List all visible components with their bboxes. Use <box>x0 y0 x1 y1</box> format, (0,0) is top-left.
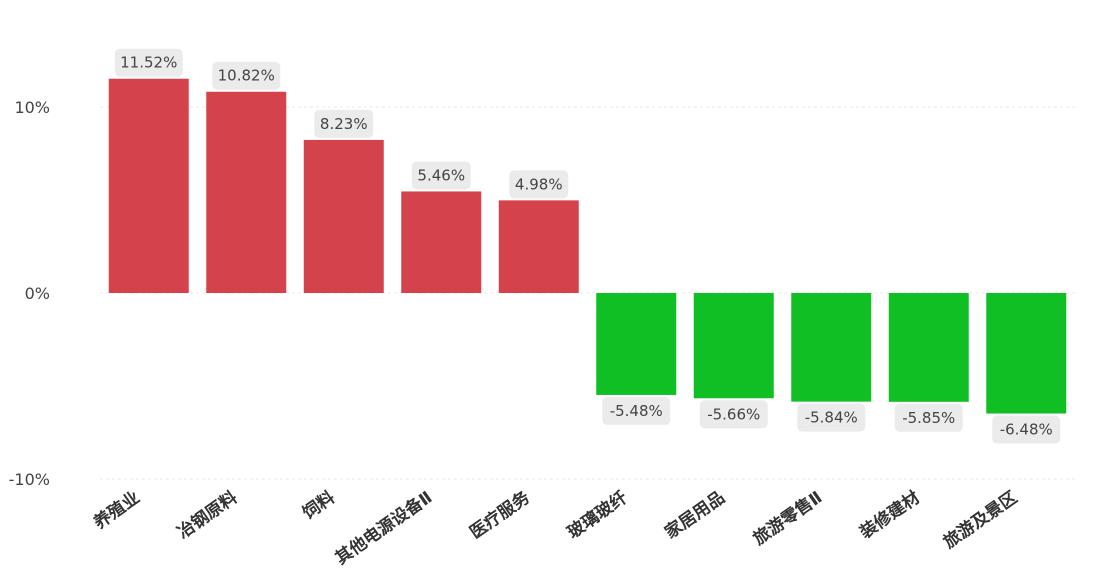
y-tick-label: 10% <box>14 98 50 117</box>
bars <box>108 78 1067 414</box>
data-label: -5.66% <box>707 405 760 423</box>
bar <box>693 293 774 399</box>
data-label: 11.52% <box>120 54 177 72</box>
data-label: -5.85% <box>902 409 955 427</box>
category-label: 饲料 <box>298 487 339 524</box>
category-label: 玻璃玻纤 <box>563 487 631 543</box>
data-label: 5.46% <box>417 166 465 184</box>
data-label: 4.98% <box>515 175 563 193</box>
data-label: -6.48% <box>1000 421 1053 439</box>
data-label-box <box>314 109 374 138</box>
bar <box>401 191 482 293</box>
data-label: -5.48% <box>610 402 663 420</box>
category-label: 装修建材 <box>855 487 924 544</box>
category-label: 旅游及景区 <box>939 487 1021 553</box>
data-label-box <box>212 61 281 90</box>
y-tick-label: -10% <box>9 470 50 489</box>
y-tick-label: 0% <box>25 284 50 303</box>
data-label-box <box>509 170 569 199</box>
data-label: -5.84% <box>805 409 858 427</box>
bar <box>108 78 189 293</box>
bar <box>791 293 872 402</box>
bar <box>303 139 384 293</box>
data-label-box <box>699 400 768 429</box>
data-label: 10.82% <box>218 67 275 85</box>
bar <box>206 91 287 293</box>
bar <box>986 293 1067 414</box>
data-label: 8.23% <box>320 115 368 133</box>
y-axis-ticks: 10% 0% -10% <box>9 98 50 489</box>
bar <box>596 293 677 395</box>
category-label: 养殖业 <box>89 487 144 534</box>
data-label-box <box>797 403 866 432</box>
bar <box>498 200 579 293</box>
data-label-box <box>411 161 471 190</box>
bar <box>888 293 969 402</box>
data-labels: 11.52% 10.82% 8.23% 5.46% 4.98% -5.48% -5.66% -… <box>114 48 1061 444</box>
category-label: 医疗服务 <box>466 486 535 543</box>
data-label-box <box>602 396 671 425</box>
category-label: 旅游零售Ⅱ <box>749 487 826 550</box>
data-label-box <box>992 415 1061 444</box>
category-label: 其他电源设备Ⅱ <box>331 487 436 569</box>
data-label-box <box>894 403 963 432</box>
data-label-box <box>114 48 183 77</box>
category-label: 冶钢原料 <box>173 487 241 543</box>
category-label: 家居用品 <box>661 487 729 543</box>
